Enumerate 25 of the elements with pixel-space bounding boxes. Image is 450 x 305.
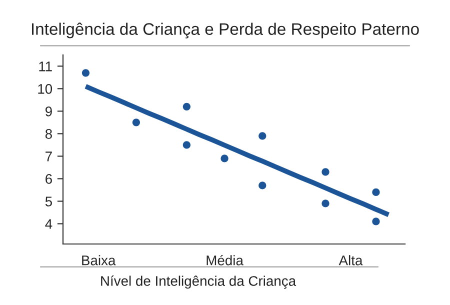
point [82,69,90,77]
point [322,200,330,208]
point [258,182,266,190]
point [322,168,330,176]
x-axis-title: Nível de Inteligência da Criança [101,276,296,289]
point [258,132,266,140]
point [372,218,380,226]
point [372,188,380,196]
point [220,154,228,162]
line-series [83,84,392,218]
x-tick-label: Alta [338,255,363,266]
x-tick-label: Baixa [82,255,116,266]
y-tick-label: 9 [46,106,52,116]
x-tick-label: Média [206,254,244,266]
y-tick-label: 10 [38,84,52,94]
y-tick-label: 11 [39,62,52,72]
chart-title: Inteligência da Criança e Perda de Respeito Paterno [32,22,419,38]
y-tick-label: 5 [45,196,52,206]
point [182,102,190,110]
point [132,118,140,126]
y-tick-label: 8 [45,129,52,139]
y-tick-label: 4 [45,219,52,229]
point [182,141,190,149]
y-tick-label: 6 [46,174,52,184]
y-tick-label: 7 [46,152,52,162]
